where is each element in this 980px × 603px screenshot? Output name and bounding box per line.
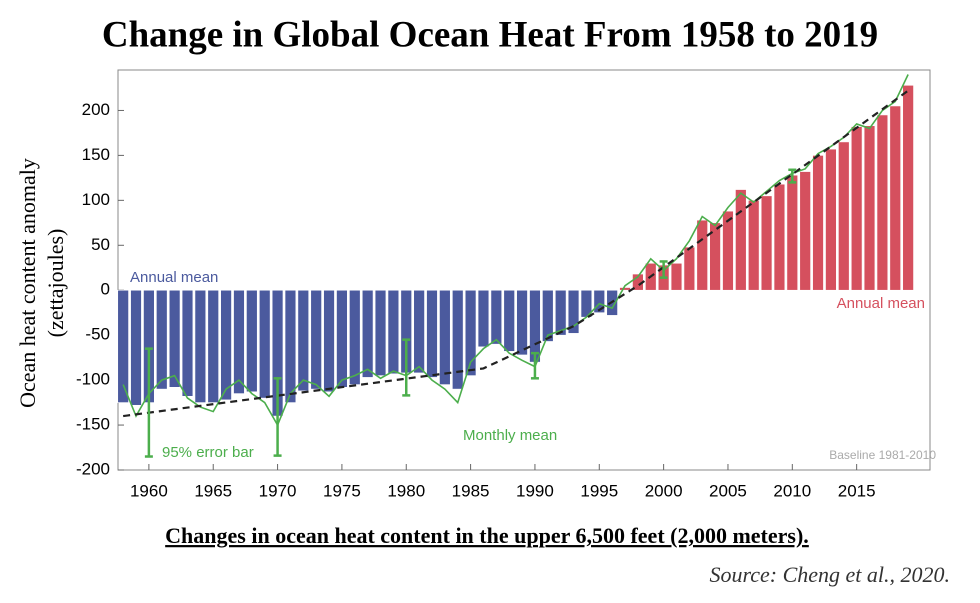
x-tick-label: 1985 (452, 481, 490, 500)
bar (117, 289, 129, 403)
bar (529, 289, 541, 363)
x-tick-label: 1995 (580, 481, 618, 500)
bar (696, 219, 708, 291)
y-axis-label: (zettajoules) (43, 229, 68, 338)
x-tick-label: 1965 (194, 481, 232, 500)
bar (490, 289, 503, 345)
x-tick-label: 1970 (259, 481, 297, 500)
bar (207, 289, 219, 403)
bar (310, 289, 322, 390)
bar (258, 289, 271, 399)
bar (297, 289, 310, 392)
x-tick-label: 2005 (709, 481, 747, 500)
bar (374, 289, 387, 376)
bar (168, 289, 181, 388)
error-bar (659, 260, 668, 279)
annotation: Annual mean (130, 269, 218, 286)
error-bar (402, 338, 411, 397)
bar (683, 246, 696, 291)
bar (825, 148, 837, 291)
bar (464, 289, 477, 376)
bar (619, 287, 631, 291)
x-tick-label: 1960 (130, 481, 168, 500)
bar (220, 289, 232, 401)
bar (670, 262, 683, 291)
bar (516, 289, 528, 356)
x-tick-label: 1980 (387, 481, 425, 500)
bar (773, 183, 786, 291)
bar (850, 126, 863, 291)
y-tick-label: -100 (76, 370, 110, 389)
bar (786, 174, 799, 291)
bar (722, 210, 734, 291)
bar (567, 289, 580, 334)
x-tick-label: 1975 (323, 481, 361, 500)
y-tick-label: 100 (82, 190, 110, 209)
bar (323, 289, 335, 393)
bar (593, 289, 605, 313)
bar (349, 289, 361, 385)
caption: Changes in ocean heat content in the upp… (165, 523, 809, 548)
y-tick-label: -150 (76, 415, 110, 434)
bar (889, 105, 901, 291)
y-tick-label: 200 (82, 100, 110, 119)
annotation: Baseline 1981-2010 (829, 448, 936, 462)
bar (439, 289, 451, 385)
bar (799, 171, 811, 291)
bar (863, 125, 876, 291)
x-tick-label: 1990 (516, 481, 554, 500)
error-bar (530, 351, 539, 380)
annotation: Monthly mean (463, 427, 557, 444)
bar (130, 289, 142, 406)
bar (233, 289, 245, 394)
bar (477, 289, 490, 348)
bar (554, 289, 567, 336)
bar (542, 289, 554, 342)
y-axis-label: Ocean heat content anomaly (15, 158, 40, 408)
y-tick-label: 0 (101, 280, 110, 299)
annotation: Annual mean (837, 295, 925, 312)
source: Source: Cheng et al., 2020. (709, 562, 950, 587)
bar (838, 141, 850, 291)
bar (735, 189, 747, 291)
bar (902, 84, 914, 291)
bar (709, 222, 721, 291)
error-bar (788, 168, 797, 184)
bar (426, 289, 438, 378)
monthly-line (122, 74, 909, 427)
error-bar (273, 377, 282, 457)
bar (876, 114, 889, 291)
y-tick-label: 150 (82, 145, 110, 164)
bar (760, 195, 773, 291)
bar (387, 289, 400, 375)
bar (747, 200, 760, 291)
bar (336, 289, 348, 388)
bar (156, 289, 168, 390)
y-tick-label: 50 (91, 235, 110, 254)
x-tick-label: 2015 (838, 481, 876, 500)
bar (503, 289, 515, 352)
bar (361, 289, 374, 378)
x-tick-label: 2010 (773, 481, 811, 500)
bar (452, 289, 464, 390)
bar (181, 289, 194, 397)
y-tick-label: -50 (85, 325, 110, 344)
y-tick-label: -200 (76, 459, 110, 478)
chart-title: Change in Global Ocean Heat From 1958 to… (102, 14, 878, 55)
trend-line (123, 89, 909, 418)
bar (812, 155, 824, 291)
annotation: 95% error bar (162, 444, 254, 461)
bar (413, 289, 425, 374)
bar (194, 289, 207, 403)
bar (246, 289, 258, 393)
error-bar (144, 347, 153, 458)
bar (284, 289, 297, 403)
x-tick-label: 2000 (645, 481, 683, 500)
